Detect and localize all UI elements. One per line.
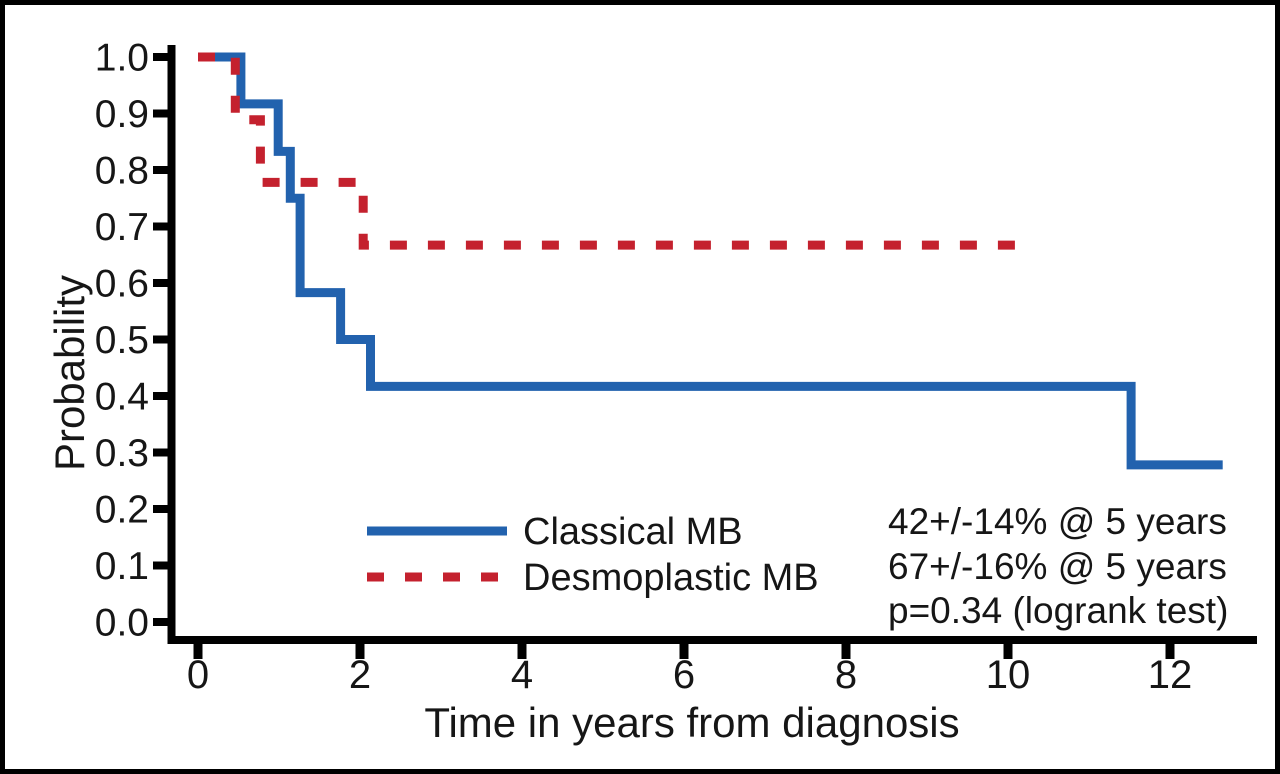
legend-label-classical-mb: Classical MB [523,511,743,553]
series-line-classical-mb [198,52,1223,470]
y-tick-label-0.7: 0.7 [95,206,149,249]
y-tick-label-0.9: 0.9 [95,93,149,136]
y-tick-label-0.6: 0.6 [95,263,149,306]
series-line-desmoplastic-mb [198,52,1025,250]
annotation-line-3: p=0.34 (logrank test) [888,590,1228,631]
y-tick-label-0.4: 0.4 [95,376,149,419]
x-tick-label-8: 8 [835,653,857,697]
y-axis-title: Probability [46,275,93,471]
annotation-line-1: 42+/-14% @ 5 years [888,501,1227,542]
y-tick-label-1.0: 1.0 [95,37,149,80]
x-tick-label-0: 0 [187,653,209,697]
annotation-line-2: 67+/-16% @ 5 years [888,546,1227,587]
y-tick-label-0.2: 0.2 [95,489,149,532]
x-tick-label-2: 2 [349,653,371,697]
x-tick-label-6: 6 [673,653,695,697]
y-tick-label-0.0: 0.0 [95,602,149,645]
y-tick-label-0.5: 0.5 [95,319,149,362]
x-tick-label-12: 12 [1148,653,1193,697]
x-tick-label-10: 10 [986,653,1031,697]
x-axis-title: Time in years from diagnosis [424,699,959,746]
y-tick-label-0.3: 0.3 [95,432,149,475]
legend-label-desmoplastic-mb: Desmoplastic MB [523,557,819,599]
x-tick-label-4: 4 [511,653,533,697]
y-tick-label-0.1: 0.1 [95,545,149,588]
y-tick-label-0.8: 0.8 [95,150,149,193]
